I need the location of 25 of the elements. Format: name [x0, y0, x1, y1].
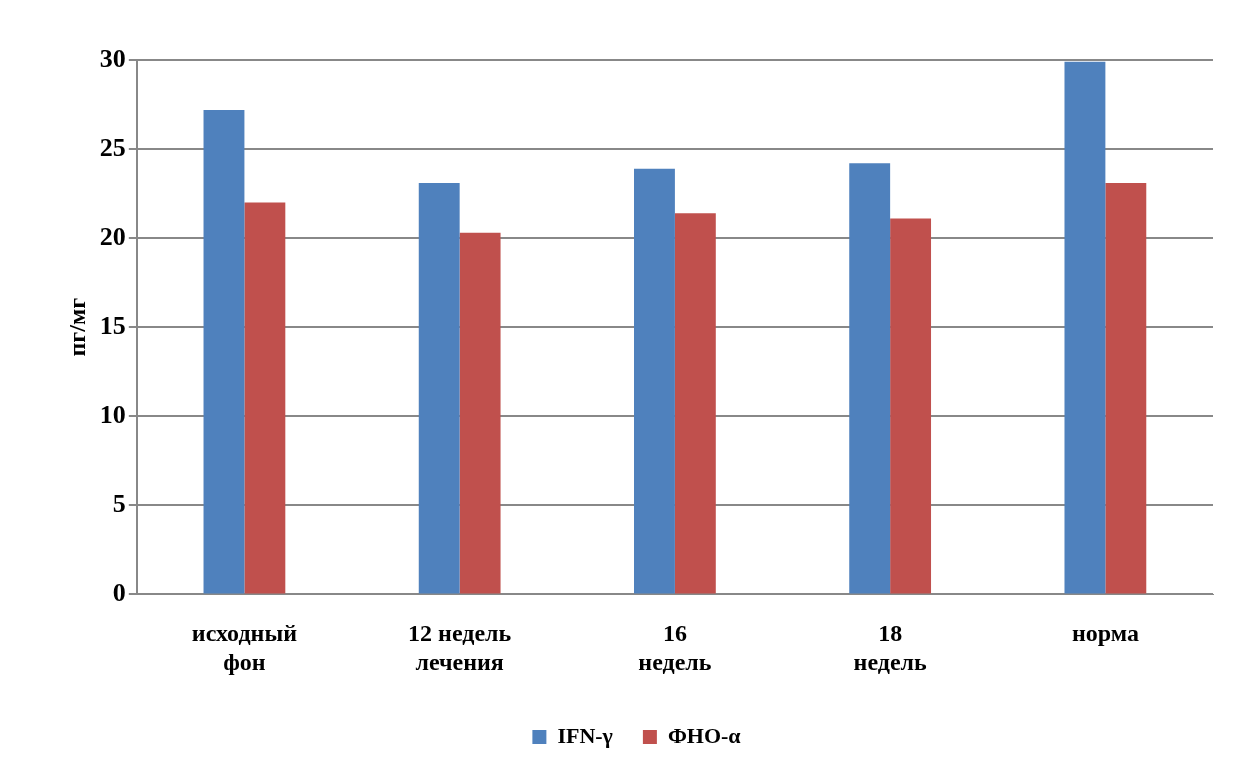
bar [849, 163, 891, 594]
y-tick-label: 0 [112, 578, 126, 608]
bar [203, 109, 245, 594]
bar [890, 218, 932, 594]
x-tick-label: 16 недель [638, 620, 712, 675]
x-tick-label: 12 недель лечения [408, 620, 512, 675]
y-axis-title: пг/мг [63, 297, 90, 357]
bar [634, 168, 675, 594]
x-tick-label: 18 недель [853, 620, 927, 675]
x-tick-label: норма [1071, 620, 1139, 646]
bar [418, 182, 460, 594]
y-tick-label: 25 [99, 132, 126, 162]
bar [244, 202, 286, 594]
y-tick-label: 10 [99, 399, 126, 429]
y-tick-label: 20 [99, 221, 126, 251]
legend-label: IFN-γ [557, 722, 613, 748]
bar [1105, 182, 1147, 594]
legend-label: ФНО-α [667, 722, 742, 748]
bar [1064, 61, 1106, 594]
y-tick-label: 15 [99, 310, 126, 340]
bar [459, 232, 501, 594]
y-tick-label: 30 [99, 43, 126, 73]
x-tick-label: исходный фон [191, 620, 298, 675]
y-tick-label: 5 [112, 489, 126, 519]
bar [674, 213, 716, 594]
